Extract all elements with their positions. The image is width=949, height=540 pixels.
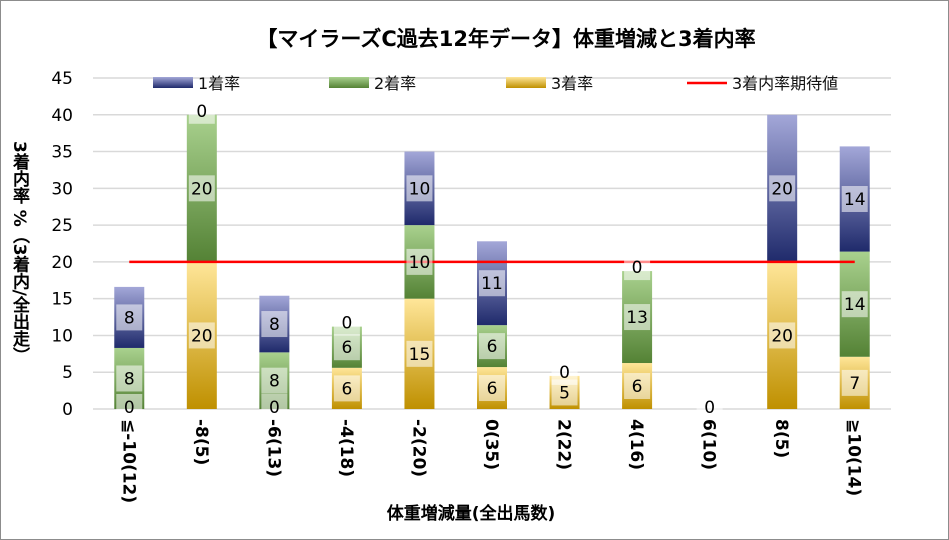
data-label-bg: [769, 175, 796, 202]
legend-swatch: [153, 77, 193, 88]
y-tick-label: 10: [51, 326, 73, 346]
data-label: 0: [704, 398, 715, 418]
x-tick-label: ≧10(14): [844, 419, 864, 496]
data-label-bg: [261, 311, 288, 338]
data-label-bg: [188, 97, 215, 124]
data-label-bg: [188, 175, 215, 202]
y-tick-label: 5: [62, 363, 73, 383]
x-tick-label: -2(20): [408, 419, 428, 477]
chart-title: 【マイラーズC過去12年データ】体重増減と3着内率: [256, 27, 755, 51]
x-tick-label: ≦-10(12): [118, 419, 138, 503]
data-label: 0: [559, 363, 570, 383]
data-label: 10: [409, 179, 431, 199]
y-tick-label: 30: [51, 179, 73, 199]
data-label-bg: [333, 375, 360, 402]
data-label: 6: [487, 337, 498, 357]
data-label-bg: [188, 322, 215, 349]
data-label: 20: [191, 179, 213, 199]
data-label-bg: [116, 394, 143, 420]
data-label-bg: [261, 394, 288, 420]
data-label: 20: [771, 326, 793, 346]
y-tick-label: 40: [51, 106, 73, 126]
data-label: 14: [844, 190, 866, 210]
x-tick-label: -6(13): [263, 419, 283, 477]
data-label-bg: [479, 270, 505, 297]
x-tick-label: 6(10): [699, 419, 719, 470]
data-label-bg: [116, 365, 143, 392]
data-label: 0: [269, 398, 280, 418]
data-label-bg: [261, 367, 288, 394]
x-tick-label: 0(35): [481, 419, 501, 470]
data-label: 15: [409, 345, 431, 365]
data-label: 14: [844, 295, 866, 315]
data-label: 8: [124, 369, 135, 389]
x-tick-label: 4(16): [626, 419, 646, 470]
data-label-bg: [841, 185, 868, 212]
data-label-bg: [841, 369, 868, 396]
data-label-bg: [841, 291, 868, 318]
data-label: 6: [487, 379, 498, 399]
data-label: 8: [269, 315, 280, 335]
data-label-bg: [116, 304, 143, 331]
data-label: 7: [849, 374, 860, 394]
data-label: 8: [269, 372, 280, 392]
data-label-bg: [479, 375, 505, 402]
data-label-bg: [406, 248, 433, 275]
y-tick-label: 15: [51, 290, 73, 310]
data-label: 0: [632, 258, 643, 278]
y-tick-label: 0: [62, 400, 73, 420]
data-label: 5: [559, 383, 570, 403]
data-label-bg: [551, 358, 578, 385]
data-label-bg: [624, 373, 651, 400]
data-label-bg: [406, 175, 433, 202]
data-label: 20: [191, 326, 213, 346]
data-label-bg: [333, 309, 360, 336]
y-tick-label: 20: [51, 253, 73, 273]
data-label: 0: [341, 314, 352, 334]
y-tick-label: 45: [51, 69, 73, 89]
data-label-bg: [479, 333, 505, 360]
data-label: 11: [481, 274, 503, 294]
legend-label: 2着率: [374, 74, 416, 93]
legend-label: 3着内率期待値: [732, 74, 838, 93]
data-label: 0: [196, 102, 207, 122]
data-label-bg: [624, 254, 651, 281]
x-tick-label: 2(22): [554, 419, 574, 470]
x-tick-label: 8(5): [771, 419, 791, 458]
legend-swatch: [506, 77, 546, 88]
data-label-bg: [333, 334, 360, 361]
data-label: 6: [632, 377, 643, 397]
data-label: 6: [341, 379, 352, 399]
data-label: 20: [771, 179, 793, 199]
data-label: 6: [341, 338, 352, 358]
data-label: 0: [124, 398, 135, 418]
legend-swatch: [329, 77, 369, 88]
data-label-bg: [624, 304, 651, 331]
data-label: 13: [626, 308, 648, 328]
x-tick-label: -4(18): [336, 419, 356, 477]
data-label: 8: [124, 308, 135, 328]
y-tick-label: 35: [51, 143, 73, 163]
data-label-bg: [769, 322, 796, 349]
x-axis-title: 体重増減量(全出馬数): [387, 503, 556, 524]
legend-label: 3着率: [551, 74, 593, 93]
x-tick-label: -8(5): [191, 419, 211, 465]
data-label-bg: [406, 340, 433, 367]
legend-label: 1着率: [198, 74, 240, 93]
data-label: 10: [409, 253, 431, 273]
y-tick-label: 25: [51, 216, 73, 236]
data-label-bg: [696, 394, 723, 420]
y-axis-title: 3着内率 %（3着内/全出走）: [9, 141, 31, 364]
